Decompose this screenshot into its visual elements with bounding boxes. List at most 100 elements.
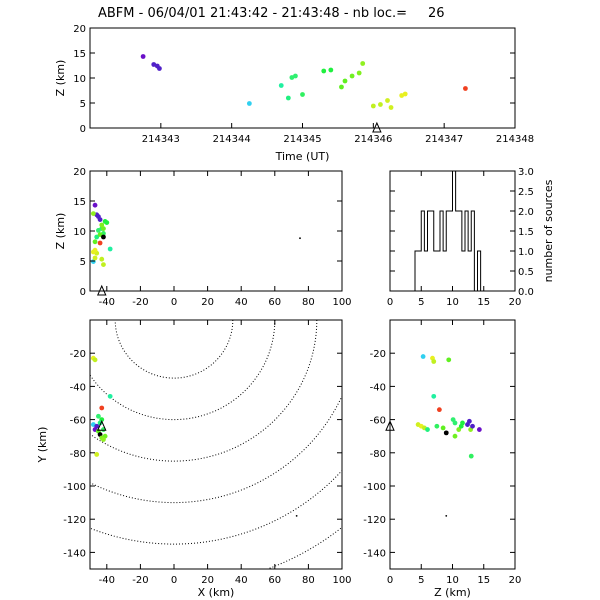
x-tick-label: 80 [302,575,315,586]
y-tick-label: -140 [363,548,386,559]
data-point [94,234,100,240]
data-point [434,423,440,429]
x-tick-label: 0 [387,575,393,586]
data-point [90,259,96,264]
x-tick-label: 214344 [213,134,251,145]
x-tick-label: 20 [201,575,214,586]
z-histogram-panel: 0 5 10 15 200.0 0.5 1.0 1.5 2.0 2.5 3.0 number of s… [387,167,555,308]
y-tick-label: -120 [363,515,386,526]
data-point [295,514,298,517]
data-point [463,86,468,91]
y-tick-label: 20 [73,24,86,35]
x-tick-label: 214348 [496,134,534,145]
data-point [370,103,376,109]
data-point [328,67,334,73]
histogram-bar [468,251,471,291]
data-point [96,413,101,419]
y-tick-label: -20 [70,349,86,360]
data-point [285,95,291,101]
y-tick-label: -60 [70,416,86,427]
x-z-panel: -40 -20 0 20 40 60 80 100 0 5 10 15 20 Z (km) [54,167,352,308]
x-tick-label: 214347 [425,134,463,145]
data-point [402,91,408,97]
x-tick-label: -20 [132,575,148,586]
x-tick-label: 60 [268,575,281,586]
data-point [92,202,98,208]
data-point [157,66,162,71]
x-tick-label: 15 [477,297,490,308]
z-y-panel: 0 5 10 15 20 -140 -120 -100 -80 -60 -40 -20 Z (km) [363,319,521,599]
data-point [101,262,106,267]
data-point [443,430,449,436]
data-point [107,393,113,399]
data-point [342,78,348,84]
y-tick-label: 0.5 [518,267,534,278]
data-point [140,54,146,59]
y-tick-label: 10 [73,74,86,85]
y-tick-label: -40 [370,382,386,393]
x-tick-label: -40 [99,575,115,586]
data-point [293,73,298,79]
y-tick-label: 1.0 [518,247,534,258]
y-tick-label: -120 [63,515,86,526]
data-point [476,427,482,432]
data-point [92,357,98,363]
x-tick-label: 60 [268,297,281,308]
x-tick-label: -40 [99,297,115,308]
data-point [420,354,426,359]
x-y-panel: -40 -20 0 20 40 60 80 100 -140 -120 -100 -80 -60 -40 -… [36,319,352,599]
figure-title: ABFM - 06/04/01 21:43:42 - 21:43:48 - nb… [98,6,407,21]
y-axis-label: number of sources [542,179,555,282]
x-tick-label: -20 [132,297,148,308]
y-tick-label: -80 [70,449,86,460]
histogram-bar [443,251,446,291]
y-tick-label: 15 [73,197,86,208]
x-tick-label: 20 [509,297,522,308]
data-point [101,226,106,232]
y-tick-label: -100 [63,482,86,493]
data-point [452,433,458,439]
plot-frame [389,319,516,570]
x-tick-label: 15 [477,575,490,586]
data-point [466,418,472,424]
y-tick-label: 1.5 [518,227,534,238]
data-point [107,246,113,252]
data-point [446,357,452,363]
y-tick-label: 0.0 [518,287,534,298]
data-point [90,211,96,217]
data-point [300,92,305,97]
plot-frame [89,27,516,129]
plot-area [415,354,482,517]
y-tick-label: -80 [370,449,386,460]
histogram-bar [449,211,452,291]
x-tick-label: 40 [235,575,248,586]
x-axis-label: Z (km) [434,586,471,599]
data-point [101,234,106,240]
y-tick-label: 15 [73,49,86,60]
x-tick-label: 0 [171,575,177,586]
data-point [339,84,344,90]
histogram-bar [418,251,421,291]
plot-area [90,320,342,569]
station-triangle-icon [96,420,107,431]
data-point [452,420,458,426]
data-point [97,217,103,223]
data-point [460,420,465,426]
x-tick-label: 5 [418,297,424,308]
x-tick-label: 214345 [283,134,321,145]
x-tick-label: 10 [446,297,459,308]
plot-area [390,171,515,291]
data-point [445,514,448,517]
station-triangle-icon [96,284,107,296]
range-ring [90,320,318,462]
data-point [94,452,100,457]
data-point [99,405,105,411]
y-axis-label: Z (km) [54,213,67,250]
x-tick-label: 80 [302,297,315,308]
y-tick-label: -40 [70,382,86,393]
data-point [388,105,394,110]
y-tick-label: -100 [363,482,386,493]
y-tick-label: -20 [370,349,386,360]
y-axis-label: Z (km) [54,60,67,97]
